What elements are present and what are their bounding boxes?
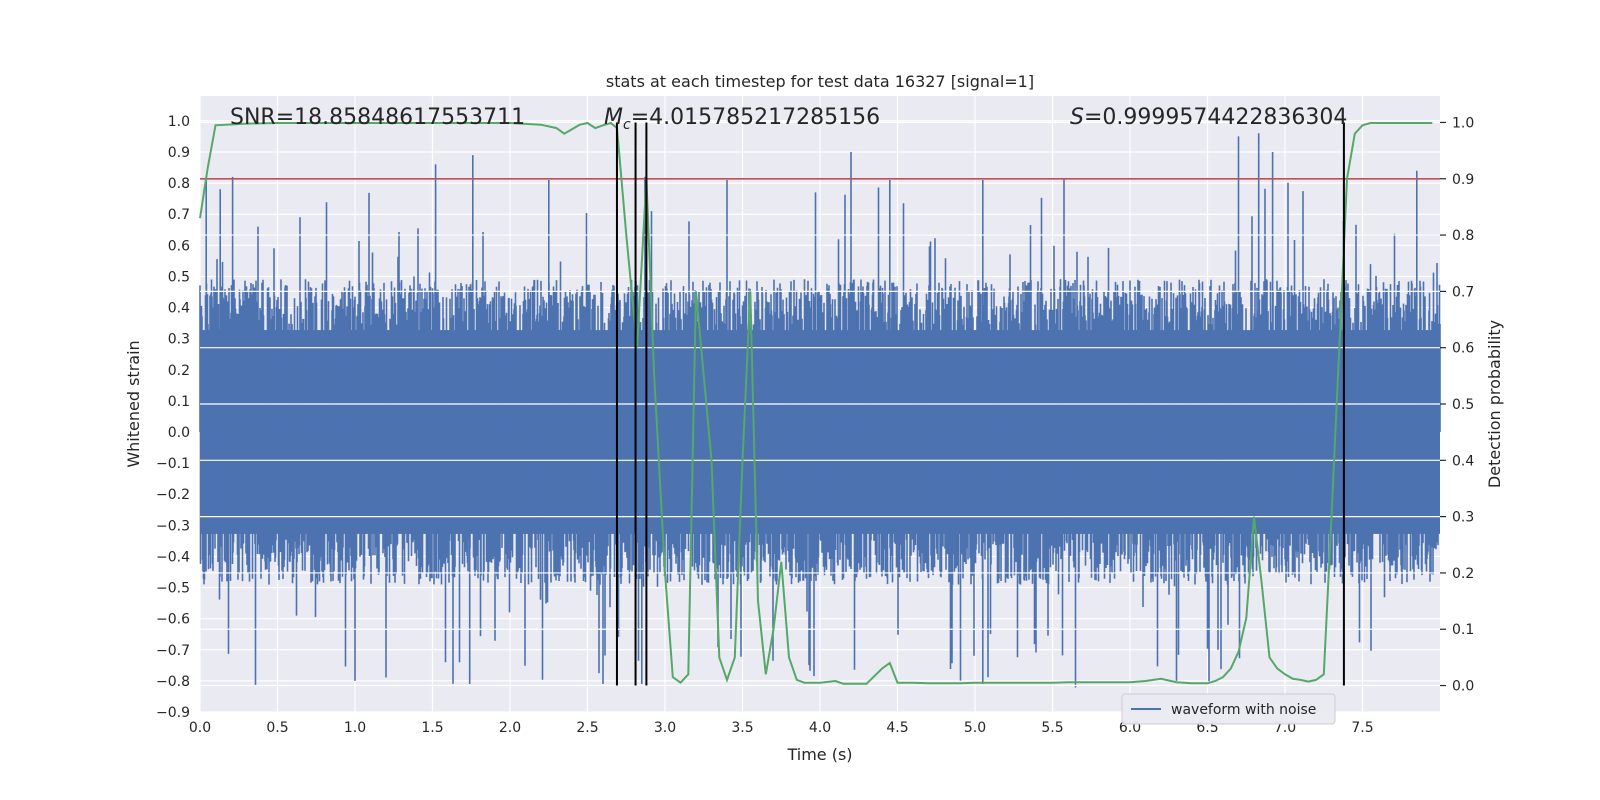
x-tick-label: 7.5 bbox=[1351, 720, 1373, 736]
y-left-tick-label: 0.6 bbox=[168, 238, 190, 254]
y-left-tick-label: −0.1 bbox=[156, 456, 190, 472]
y-right-axis-title: Detection probability bbox=[1485, 320, 1504, 488]
x-tick-label: 3.5 bbox=[731, 720, 753, 736]
y-left-tick-label: 0.9 bbox=[168, 145, 190, 161]
legend-box bbox=[1121, 693, 1336, 725]
x-tick-label: 1.0 bbox=[344, 720, 366, 736]
snr-annotation: SNR=18.85848617553711 bbox=[230, 105, 525, 130]
legend: waveform with noise bbox=[1121, 693, 1336, 725]
legend-label-waveform: waveform with noise bbox=[1171, 702, 1316, 718]
chart-title: stats at each timestep for test data 163… bbox=[606, 72, 1034, 91]
y-left-tick-label: 0.5 bbox=[168, 269, 190, 285]
y-right-tick-label: 0.0 bbox=[1452, 679, 1474, 695]
score-value: =0.9999574422836304 bbox=[1084, 105, 1347, 130]
y-left-tick-label: 0.3 bbox=[168, 332, 190, 348]
x-tick-label: 2.0 bbox=[499, 720, 521, 736]
x-tick-label: 4.5 bbox=[886, 720, 908, 736]
y-left-tick-label: 0.0 bbox=[168, 425, 190, 441]
y-left-tick-label: 0.4 bbox=[168, 301, 190, 317]
y-right-tick-label: 0.5 bbox=[1452, 397, 1474, 413]
y-right-tick-label: 0.8 bbox=[1452, 228, 1474, 244]
y-left-axis-title: Whitened strain bbox=[124, 340, 143, 467]
y-right-tick-label: 0.6 bbox=[1452, 341, 1474, 357]
x-tick-label: 2.5 bbox=[576, 720, 598, 736]
y-left-tick-label: −0.9 bbox=[156, 705, 190, 721]
score-annotation: S=0.9999574422836304 bbox=[1070, 105, 1347, 130]
y-right-axis-ticks: 1.0 0.9 0.8 0.7 0.6 0.5 0.4 0.3 0.2 0.1 0.0 bbox=[1440, 115, 1474, 695]
y-right-tick-label: 0.1 bbox=[1452, 622, 1474, 638]
x-tick-label: 5.0 bbox=[964, 720, 986, 736]
x-tick-label: 4.0 bbox=[809, 720, 831, 736]
chirp-mass-annotation: Mc=4.015785217285156 bbox=[604, 105, 880, 133]
y-left-tick-label: −0.8 bbox=[156, 674, 190, 690]
x-tick-label: 1.5 bbox=[421, 720, 443, 736]
y-left-tick-label: −0.4 bbox=[156, 549, 190, 565]
x-tick-label: 3.0 bbox=[654, 720, 676, 736]
probability-line bbox=[199, 121, 1433, 685]
y-right-tick-label: 0.4 bbox=[1452, 453, 1474, 469]
y-left-tick-label: 0.2 bbox=[168, 363, 190, 379]
y-right-tick-label: 0.9 bbox=[1452, 172, 1474, 188]
vertical-markers bbox=[615, 122, 1345, 686]
chirp-mass-symbol: M bbox=[604, 105, 623, 130]
x-tick-label: 0.0 bbox=[189, 720, 211, 736]
y-left-tick-label: −0.2 bbox=[156, 487, 190, 503]
y-left-tick-label: −0.5 bbox=[156, 581, 190, 597]
x-tick-label: 0.5 bbox=[266, 720, 288, 736]
y-right-tick-label: 0.2 bbox=[1452, 566, 1474, 582]
y-right-tick-label: 0.7 bbox=[1452, 284, 1474, 300]
y-left-tick-label: −0.3 bbox=[156, 518, 190, 534]
y-left-tick-label: −0.6 bbox=[156, 612, 190, 628]
probability-series bbox=[199, 121, 1433, 685]
chirp-mass-subscript: c bbox=[623, 117, 631, 133]
y-left-tick-label: 1.0 bbox=[168, 114, 190, 130]
y-right-tick-label: 1.0 bbox=[1452, 115, 1474, 131]
y-left-axis-ticks: 1.0 0.9 0.8 0.7 0.6 0.5 0.4 0.3 0.2 0.1 0.0 −0.1 −0.… bbox=[156, 114, 190, 721]
y-left-tick-label: 0.8 bbox=[168, 176, 190, 192]
y-right-tick-label: 0.3 bbox=[1452, 510, 1474, 526]
y-left-tick-label: 0.7 bbox=[168, 207, 190, 223]
x-tick-label: 5.5 bbox=[1041, 720, 1063, 736]
y-left-tick-label: −0.7 bbox=[156, 643, 190, 659]
score-symbol: S bbox=[1070, 105, 1084, 130]
x-axis-title: Time (s) bbox=[786, 745, 852, 764]
chirp-mass-value: =4.015785217285156 bbox=[631, 105, 880, 130]
y-left-tick-label: 0.1 bbox=[168, 394, 190, 410]
